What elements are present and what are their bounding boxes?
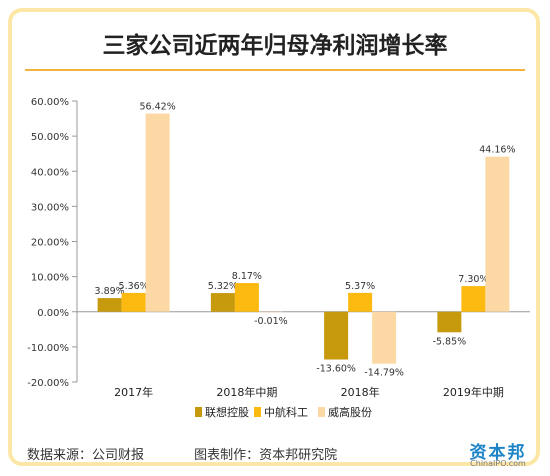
brand-logo: 资本邦 ChinaIPO.com xyxy=(460,438,536,472)
bar-联想控股-2017年 xyxy=(97,298,122,312)
legend-label: 联想控股 xyxy=(205,405,249,419)
y-tick-label: 0.00% xyxy=(37,308,69,319)
y-tick-label: 30.00% xyxy=(31,202,69,213)
x-category-label: 2018年中期 xyxy=(216,385,277,399)
bar-中航科工-2019年中期 xyxy=(461,286,486,312)
legend-label: 威高股份 xyxy=(328,405,372,419)
chart-frame xyxy=(8,8,540,466)
bar-中航科工-2017年 xyxy=(121,292,146,312)
chart-title: 三家公司近两年归母净利润增长率 xyxy=(102,33,448,59)
data-label: -13.60% xyxy=(316,364,356,375)
bar-威高股份-2018年 xyxy=(372,311,397,364)
y-tick-label: 40.00% xyxy=(31,167,69,178)
bar-威高股份-2017年 xyxy=(145,113,170,312)
y-tick-label: -20.00% xyxy=(27,378,69,389)
y-tick-label: 10.00% xyxy=(31,273,69,284)
maker-note: 图表制作：资本邦研究院 xyxy=(194,448,338,463)
data-label: 56.42% xyxy=(140,102,176,113)
legend-label: 中航科工 xyxy=(264,405,308,419)
data-label: 8.17% xyxy=(232,271,262,282)
footer: 数据来源：公司财报 图表制作：资本邦研究院 xyxy=(27,444,523,463)
bar-威高股份-2019年中期 xyxy=(485,156,510,312)
legend-swatch xyxy=(318,407,325,417)
legend-swatch xyxy=(254,407,261,417)
y-tick-label: 50.00% xyxy=(31,132,69,143)
bar-中航科工-2018年中期 xyxy=(234,283,259,312)
y-tick-label: 60.00% xyxy=(31,97,69,108)
source-note: 数据来源：公司财报 xyxy=(27,448,145,463)
bar-联想控股-2019年中期 xyxy=(437,311,462,333)
x-category-label: 2017年 xyxy=(114,385,153,399)
data-label: 44.16% xyxy=(479,145,515,156)
logo-subtext: ChinaIPO.com xyxy=(470,459,526,468)
x-category-label: 2018年 xyxy=(341,385,380,399)
logo-name: 资本邦 xyxy=(469,443,527,463)
y-tick-label: -10.00% xyxy=(27,343,69,354)
data-label: 3.89% xyxy=(95,286,125,297)
title-underline xyxy=(25,69,525,71)
data-label: -0.01% xyxy=(254,316,288,327)
x-category-label: 2019年中期 xyxy=(443,385,504,399)
data-label: -14.79% xyxy=(364,368,404,379)
data-label: 5.32% xyxy=(208,281,238,292)
bar-联想控股-2018年中期 xyxy=(210,293,235,312)
y-tick-label: 20.00% xyxy=(31,238,69,249)
bar-联想控股-2018年 xyxy=(324,311,349,360)
bar-中航科工-2018年 xyxy=(348,292,373,312)
data-label: 5.37% xyxy=(345,281,375,292)
bar-威高股份-2018年中期 xyxy=(258,311,283,313)
data-label: -5.85% xyxy=(433,336,467,347)
data-label: 5.36% xyxy=(119,281,149,292)
data-label: 7.30% xyxy=(458,274,488,285)
legend-swatch xyxy=(195,407,202,417)
